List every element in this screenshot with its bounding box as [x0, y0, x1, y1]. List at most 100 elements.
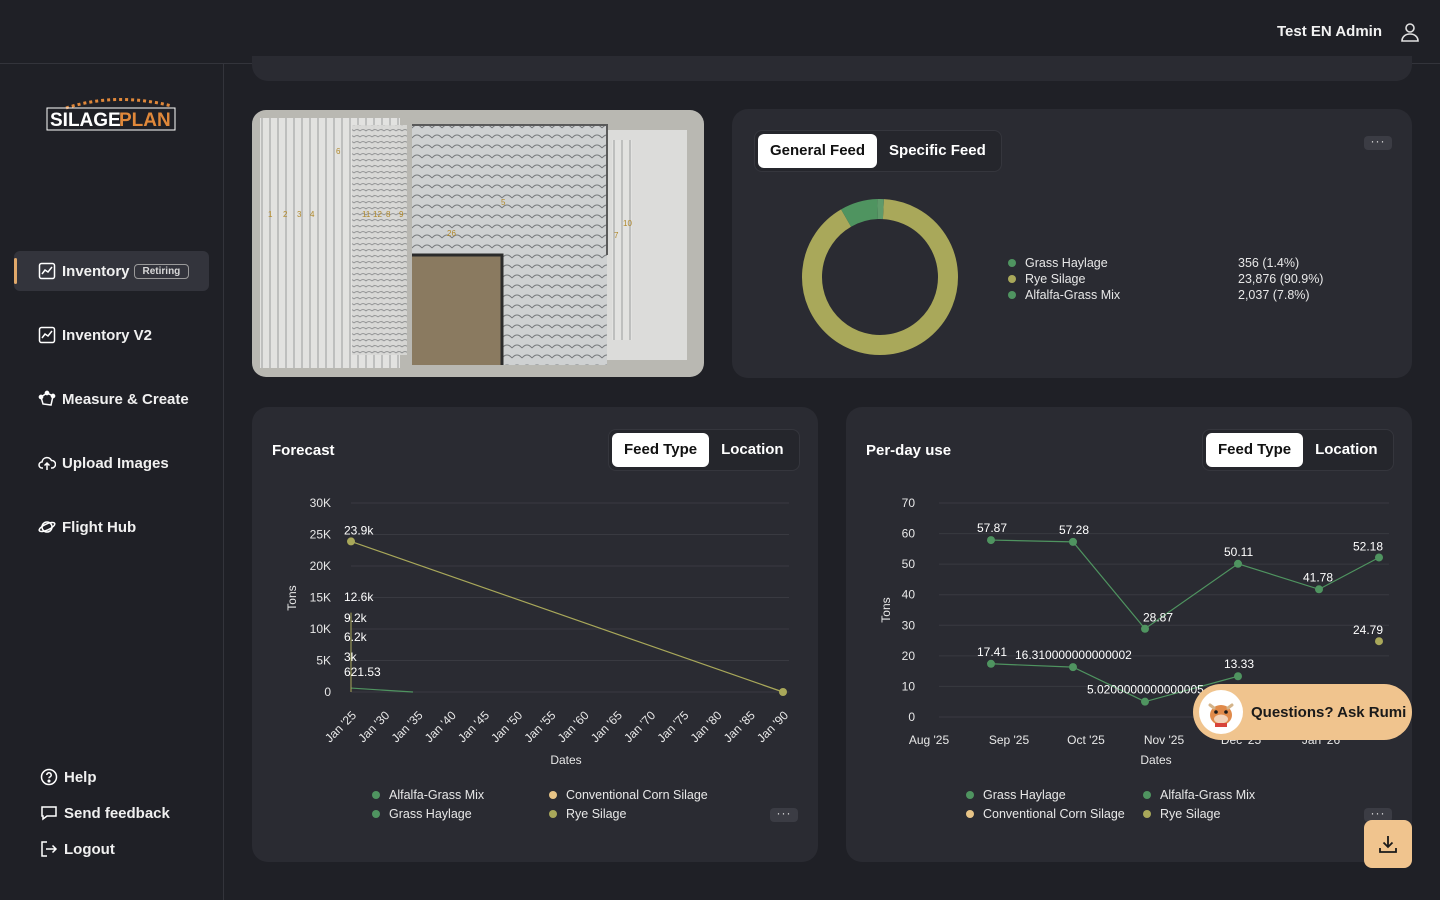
legend-label: Grass Haylage: [983, 788, 1066, 802]
help-icon: [40, 768, 58, 786]
sidebar-item-inventory-v2[interactable]: Inventory V2: [14, 315, 209, 355]
y-axis-label: Tons: [285, 585, 299, 610]
x-tick-label: Jan '60: [555, 708, 592, 745]
x-tick-label: Jan '50: [488, 708, 525, 745]
tab-location[interactable]: Location: [1315, 441, 1378, 458]
legend-label: Alfalfa-Grass Mix: [1160, 788, 1256, 802]
legend-item: Alfalfa-Grass Mix: [1008, 288, 1120, 302]
perday-more-button[interactable]: ···: [1364, 807, 1392, 822]
data-point: [1375, 553, 1383, 562]
y-tick-label: 25K: [310, 528, 331, 542]
legend-dot: [372, 791, 380, 799]
pie-slice-rye-silage: [802, 199, 958, 355]
legend-dot: [966, 791, 974, 799]
data-point: [1141, 624, 1149, 633]
y-tick-label: 5K: [316, 654, 331, 668]
data-point: [1069, 663, 1077, 672]
x-tick-label: Jan '75: [654, 708, 691, 745]
data-label: 12.6k: [344, 590, 374, 604]
user-name[interactable]: Test EN Admin: [1276, 23, 1382, 40]
x-tick-label: Jan '40: [422, 708, 459, 745]
data-point: [1375, 637, 1383, 646]
data-label: 57.87: [977, 521, 1007, 535]
data-point: [1069, 537, 1077, 546]
map-label: 11: [362, 210, 371, 219]
sidebar-item-upload-images[interactable]: Upload Images: [14, 443, 209, 483]
silage-site-map[interactable]: 1 2 3 4 11 12 8 9 6 5 26 7 10: [252, 110, 704, 377]
silageplan-logo[interactable]: SILAGE PLAN: [46, 94, 180, 134]
sidebar-item-label: Upload Images: [62, 454, 169, 472]
data-point: [1141, 697, 1149, 706]
series-line: [990, 539, 1380, 630]
sidebar-item-inventory[interactable]: Inventory Retiring: [14, 251, 209, 291]
tab-general-feed[interactable]: General Feed: [758, 134, 878, 168]
forecast-panel: [252, 407, 818, 862]
legend-dot: [1008, 275, 1016, 283]
legend-dot: [1143, 810, 1151, 818]
map-label: 1: [268, 210, 273, 219]
sidebar-item-measure-create[interactable]: Measure & Create: [14, 379, 209, 419]
legend-label: Grass Haylage: [1025, 256, 1108, 270]
logo-text-b: PLAN: [119, 110, 171, 131]
polygon-icon: [38, 390, 56, 406]
data-label: 13.33: [1224, 657, 1254, 671]
data-label: 52.18: [1353, 539, 1383, 553]
data-label: 57.28: [1059, 523, 1089, 537]
legend-dot: [966, 810, 974, 818]
logout-link[interactable]: Logout: [40, 840, 115, 858]
top-bar: Test EN Admin: [0, 0, 1440, 64]
data-label: 9.2k: [344, 611, 368, 625]
data-point: [779, 688, 787, 696]
data-label: 16.310000000000002: [1015, 648, 1132, 662]
legend-item: Alfalfa-Grass Mix: [372, 788, 484, 802]
send-feedback-link[interactable]: Send feedback: [40, 804, 170, 822]
forecast-tabs: Feed Type Location: [608, 429, 800, 471]
logout-icon: [41, 841, 58, 857]
tab-location[interactable]: Location: [721, 441, 784, 458]
user-icon[interactable]: [1398, 20, 1422, 44]
data-label: 621.53: [344, 665, 381, 679]
x-tick-label: Jan '65: [588, 708, 625, 745]
y-tick-label: 10: [902, 679, 916, 693]
help-label: Help: [64, 768, 97, 786]
y-tick-label: 20: [902, 649, 916, 663]
x-tick-label: Oct '25: [1067, 733, 1105, 747]
download-button[interactable]: [1364, 820, 1412, 868]
retiring-badge: Retiring: [133, 263, 190, 279]
top-strip: [252, 56, 1412, 81]
help-link[interactable]: Help: [40, 768, 97, 786]
series-line-alfalfa: [350, 687, 414, 693]
data-label: 24.79: [1353, 623, 1383, 637]
map-label: 7: [614, 231, 619, 240]
legend-value: 23,876 (90.9%): [1238, 272, 1324, 286]
legend-value: 356 (1.4%): [1238, 256, 1300, 270]
y-tick-label: 70: [902, 496, 916, 510]
feed-tabs: General Feed Specific Feed: [754, 130, 1002, 172]
legend-label: Alfalfa-Grass Mix: [1025, 288, 1121, 302]
sidebar: SILAGE PLAN Inventory Retiring Inventory…: [0, 64, 224, 900]
tab-feed-type[interactable]: Feed Type: [612, 433, 710, 467]
data-label: 23.9k: [344, 523, 374, 537]
feed-more-button[interactable]: ···: [1364, 135, 1392, 150]
legend-item: Alfalfa-Grass Mix: [1143, 788, 1255, 802]
tab-feed-type[interactable]: Feed Type: [1206, 433, 1304, 467]
legend-label: Rye Silage: [566, 807, 627, 821]
legend-dot: [372, 810, 380, 818]
perday-title: Per-day use: [866, 442, 952, 459]
sidebar-item-flight-hub[interactable]: Flight Hub: [14, 507, 209, 547]
chat-icon: [41, 806, 57, 821]
ask-rumi-button[interactable]: Questions? Ask Rumi: [1193, 684, 1412, 740]
tab-specific-feed[interactable]: Specific Feed: [889, 142, 986, 159]
legend-label: Grass Haylage: [389, 807, 472, 821]
y-axis-label: Tons: [879, 597, 893, 622]
legend-item: Grass Haylage: [1008, 256, 1108, 270]
x-axis-label: Dates: [1140, 753, 1171, 767]
chart-icon: [38, 262, 56, 280]
cow-icon: [1208, 703, 1234, 727]
series-line: [990, 663, 1239, 703]
map-label: 8: [386, 210, 391, 219]
forecast-more-button[interactable]: ···: [770, 807, 798, 822]
map-label: 9: [399, 210, 404, 219]
y-tick-label: 20K: [310, 559, 331, 573]
